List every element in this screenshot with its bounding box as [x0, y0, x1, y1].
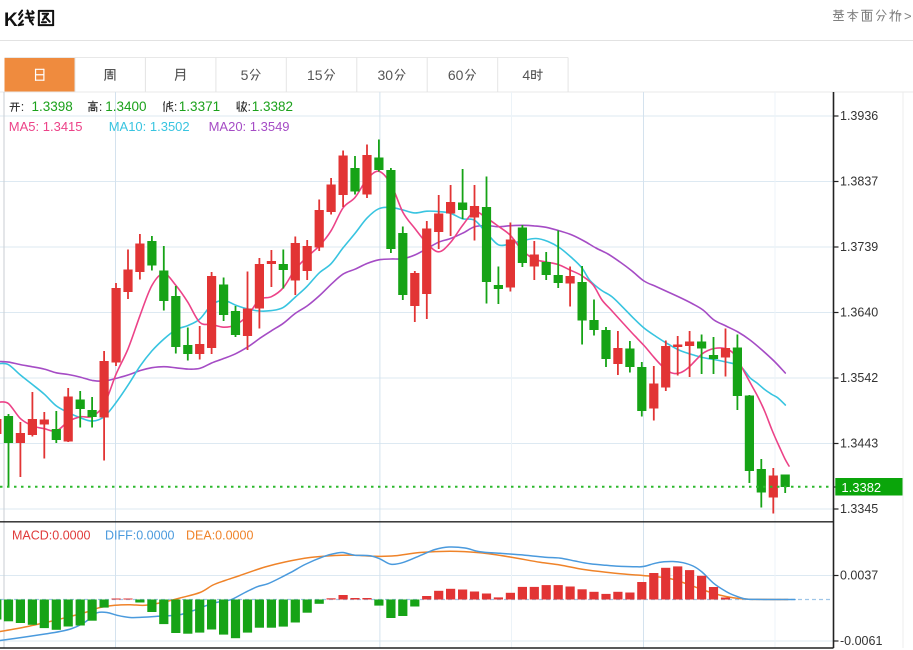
- svg-text:MACD:0.0000: MACD:0.0000: [12, 529, 91, 543]
- svg-text::: :: [248, 100, 251, 114]
- svg-text:>: >: [904, 9, 912, 24]
- svg-text:1.3640: 1.3640: [840, 306, 878, 320]
- svg-text:30: 30: [378, 67, 394, 83]
- svg-text:1.3739: 1.3739: [840, 240, 878, 254]
- svg-text:1.3398: 1.3398: [32, 99, 73, 114]
- svg-text:MA20: 1.3549: MA20: 1.3549: [209, 119, 290, 134]
- svg-text:K: K: [4, 10, 18, 31]
- svg-text::: :: [99, 100, 102, 114]
- svg-text:15: 15: [307, 67, 323, 83]
- svg-text:1.3837: 1.3837: [840, 175, 878, 189]
- svg-text:1.3345: 1.3345: [840, 502, 878, 516]
- svg-text:1.3400: 1.3400: [105, 99, 146, 114]
- svg-text:5: 5: [241, 67, 249, 83]
- svg-text:1.3371: 1.3371: [179, 99, 220, 114]
- svg-text:1.3542: 1.3542: [840, 371, 878, 385]
- svg-text:1.3382: 1.3382: [841, 480, 881, 495]
- svg-text:1.3936: 1.3936: [840, 109, 878, 123]
- svg-text:-0.0061: -0.0061: [840, 634, 882, 648]
- svg-text:60: 60: [448, 67, 464, 83]
- svg-text:DIFF:0.0000: DIFF:0.0000: [105, 529, 175, 543]
- svg-text:DEA:0.0000: DEA:0.0000: [186, 529, 253, 543]
- svg-text:MA5: 1.3415: MA5: 1.3415: [9, 119, 83, 134]
- svg-text::: :: [21, 100, 24, 114]
- svg-text:0.0037: 0.0037: [840, 569, 878, 583]
- svg-text:4: 4: [522, 67, 530, 83]
- svg-text:1.3382: 1.3382: [252, 99, 293, 114]
- svg-text:MA10: 1.3502: MA10: 1.3502: [109, 119, 190, 134]
- svg-text::: :: [174, 100, 177, 114]
- svg-text:1.3443: 1.3443: [840, 437, 878, 451]
